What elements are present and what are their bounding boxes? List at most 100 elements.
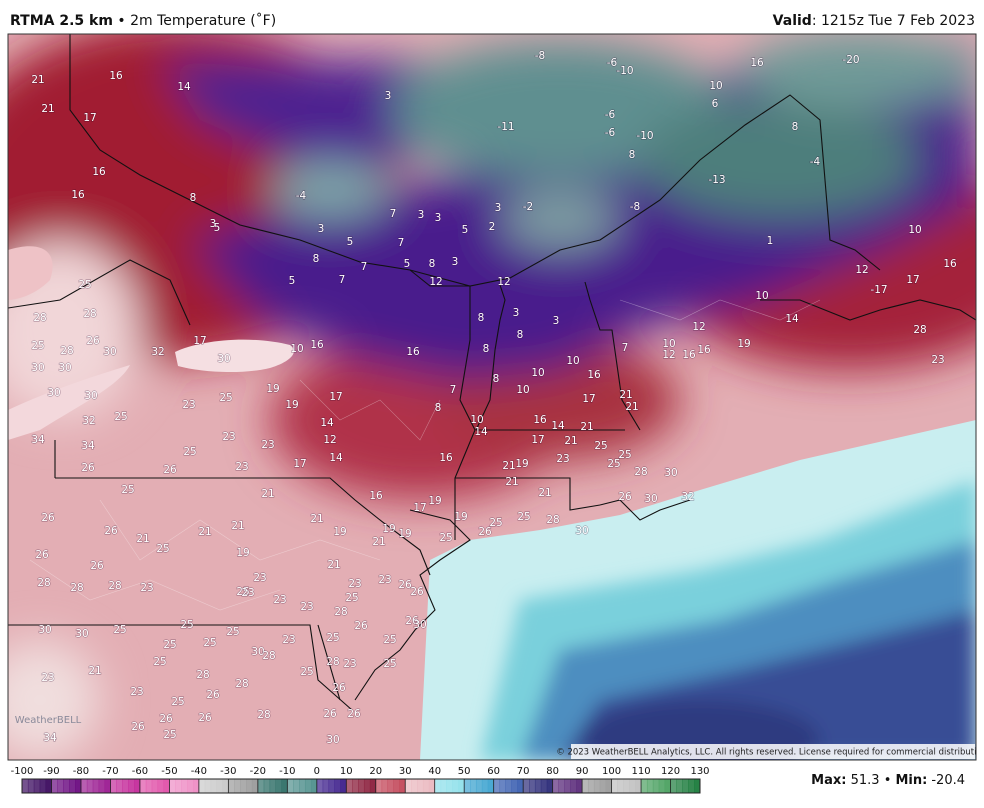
colorbar-segment xyxy=(92,779,100,793)
station-temperature: 34 xyxy=(31,434,45,446)
station-temperature: 25 xyxy=(171,696,184,708)
colorbar-segment xyxy=(234,779,241,793)
station-temperature: 14 xyxy=(785,313,799,325)
station-temperature: 32 xyxy=(151,346,164,358)
station-temperature: 25 xyxy=(114,411,127,423)
colorbar-segment xyxy=(192,779,200,793)
colorbar-segment xyxy=(375,779,383,793)
logo: WeatherBELL xyxy=(15,715,82,726)
colorbar-tick-label: 100 xyxy=(602,766,621,777)
station-temperature: 23 xyxy=(343,658,356,670)
colorbar-segment xyxy=(299,779,306,793)
station-temperature: 19 xyxy=(236,547,249,559)
colorbar-segment xyxy=(593,779,601,793)
max-value: 51.3 xyxy=(851,773,880,788)
station-temperature: 16 xyxy=(587,369,601,381)
credit: © 2023 WeatherBELL Analytics, LLC. All r… xyxy=(556,748,984,758)
station-temperature: 30 xyxy=(103,346,116,358)
colorbar-tick-label: -90 xyxy=(43,766,59,777)
station-temperature: 21 xyxy=(564,435,577,447)
station-temperature: 3 xyxy=(418,209,425,221)
station-temperature: 30 xyxy=(47,387,60,399)
station-temperature: 7 xyxy=(361,261,368,273)
temperature-field xyxy=(8,34,976,760)
colorbar-segment xyxy=(157,779,164,793)
station-temperature: 28 xyxy=(634,466,647,478)
station-temperature: 16 xyxy=(109,70,123,82)
colorbar-segment xyxy=(281,779,288,793)
station-temperature: 25 xyxy=(607,458,620,470)
colorbar-segment xyxy=(464,779,471,793)
station-temperature: 10 xyxy=(662,338,675,350)
station-temperature: 16 xyxy=(71,189,85,201)
colorbar-tick-label: 30 xyxy=(399,766,412,777)
station-temperature: 26 xyxy=(206,689,220,701)
station-temperature: 17 xyxy=(582,393,595,405)
colorbar-tick-label: -20 xyxy=(250,766,266,777)
station-temperature: 23 xyxy=(241,587,254,599)
station-temperature: -4 xyxy=(810,156,821,168)
station-temperature: 21 xyxy=(310,513,323,525)
station-temperature: 26 xyxy=(104,525,118,537)
station-temperature: 16 xyxy=(533,414,547,426)
colorbar-segment xyxy=(688,779,695,793)
colorbar-segment xyxy=(110,779,117,793)
colorbar-segment xyxy=(646,779,654,793)
station-temperature: 8 xyxy=(313,253,320,265)
colorbar-segment xyxy=(487,779,495,793)
colorbar-segment xyxy=(334,779,341,793)
station-temperature: 23 xyxy=(378,574,391,586)
station-temperature: 21 xyxy=(327,559,340,571)
station-temperature: 3 xyxy=(495,202,502,214)
station-temperature: 17 xyxy=(329,391,342,403)
station-temperature: 26 xyxy=(159,713,173,725)
station-temperature: 26 xyxy=(354,620,368,632)
station-temperature: 30 xyxy=(664,467,677,479)
colorbar-tick-label: 120 xyxy=(661,766,680,777)
station-temperature: 21 xyxy=(625,401,638,413)
station-temperature: 26 xyxy=(198,712,212,724)
colorbar-segment xyxy=(39,779,47,793)
station-temperature: 26 xyxy=(410,586,424,598)
colorbar-segment xyxy=(576,779,583,793)
colorbar-tick-label: -60 xyxy=(132,766,148,777)
station-temperature: -11 xyxy=(497,121,514,133)
station-temperature: 19 xyxy=(515,458,528,470)
station-temperature: 12 xyxy=(323,434,336,446)
station-temperature: 7 xyxy=(390,208,397,220)
colorbar-tick-label: 80 xyxy=(546,766,559,777)
stats: Max: 51.3 • Min: -20.4 xyxy=(811,773,965,788)
station-temperature: 16 xyxy=(310,339,324,351)
station-temperature: 25 xyxy=(489,517,502,529)
station-temperature: 28 xyxy=(326,656,339,668)
station-temperature: 25 xyxy=(383,634,396,646)
station-temperature: 14 xyxy=(177,81,191,93)
colorbar-segment xyxy=(57,779,64,793)
station-temperature: -17 xyxy=(870,284,887,296)
station-temperature: 23 xyxy=(222,431,235,443)
colorbar-segment xyxy=(128,779,135,793)
colorbar-segment xyxy=(475,779,483,793)
colorbar-segment xyxy=(328,779,335,793)
station-temperature: 30 xyxy=(644,493,657,505)
map-frame xyxy=(7,33,977,761)
colorbar-segment xyxy=(175,779,182,793)
station-temperature: 21 xyxy=(198,526,211,538)
station-temperature: 26 xyxy=(81,462,95,474)
station-temperature: 19 xyxy=(454,511,467,523)
colorbar-segment xyxy=(582,779,589,793)
station-temperature: 25 xyxy=(439,532,452,544)
colorbar-tick-label: 130 xyxy=(690,766,709,777)
colorbar-segment xyxy=(63,779,70,793)
colorbar-segment xyxy=(635,779,642,793)
colorbar-segment xyxy=(570,779,577,793)
colorbar-segment xyxy=(470,779,477,793)
station-temperature: 28 xyxy=(196,669,209,681)
colorbar-tick-label: -100 xyxy=(11,766,34,777)
colorbar-tick-label: 70 xyxy=(517,766,530,777)
station-temperature: 34 xyxy=(81,440,95,452)
colorbar-segment xyxy=(287,779,294,793)
colorbar-segment xyxy=(417,779,424,793)
station-temperature: -10 xyxy=(636,130,653,142)
